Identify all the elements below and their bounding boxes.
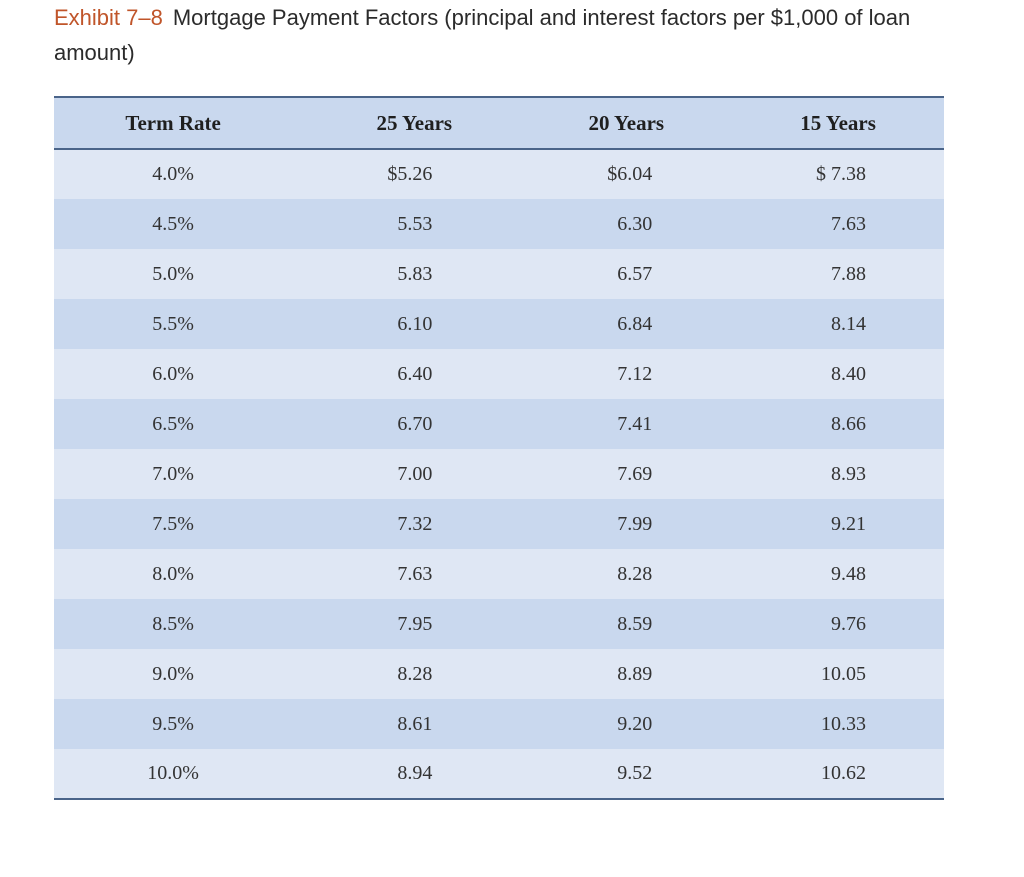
cell-25-years: $5.26 <box>387 163 433 185</box>
cell-25-years: 6.70 <box>397 412 433 435</box>
cell-20-years: 8.28 <box>617 562 653 585</box>
cell-rate: 6.5% <box>152 412 194 435</box>
cell-15-years: 9.48 <box>831 562 866 585</box>
cell-25-years: 6.10 <box>397 312 433 335</box>
exhibit-title: Mortgage Payment Factors (principal and … <box>54 5 911 65</box>
cell-15-years: 10.05 <box>821 662 866 685</box>
cell-20-years: 7.69 <box>617 462 653 485</box>
header-term-rate: Term Rate <box>125 110 221 135</box>
cell-15-years: 7.88 <box>831 262 866 285</box>
cell-25-years: 7.95 <box>397 612 433 635</box>
cell-15-years: 8.14 <box>831 312 866 335</box>
header-20-years: 20 Years <box>588 110 665 135</box>
cell-rate: 8.5% <box>152 612 194 635</box>
cell-15-years: 10.33 <box>821 712 866 735</box>
cell-25-years: 5.53 <box>397 212 433 235</box>
table-body: 4.0% $5.26 $6.04 $ 7.38 4.5% 5.53 6.30 7.63 5.0%… <box>54 149 944 799</box>
table-row: 7.0% 7.00 7.69 8.93 <box>54 449 944 499</box>
cell-15-years: 8.93 <box>831 462 866 485</box>
table-header: Term Rate 25 Years 20 Years 15 Years <box>54 97 944 149</box>
cell-rate: 5.5% <box>152 312 194 335</box>
cell-20-years: 6.57 <box>617 262 653 285</box>
cell-rate: 10.0% <box>147 762 199 784</box>
table-row: 4.0% $5.26 $6.04 $ 7.38 <box>54 149 944 199</box>
table-row: 8.0% 7.63 8.28 9.48 <box>54 549 944 599</box>
cell-rate: 7.0% <box>152 462 194 485</box>
cell-20-years: 6.30 <box>617 212 653 235</box>
cell-rate: 4.5% <box>152 212 194 235</box>
cell-15-years: 8.66 <box>831 412 866 435</box>
cell-15-years: $ 7.38 <box>816 163 866 185</box>
exhibit-label: Exhibit 7–8 <box>54 5 163 30</box>
cell-rate: 9.0% <box>152 662 194 685</box>
cell-15-years: 9.21 <box>831 512 866 535</box>
cell-20-years: 9.52 <box>617 762 653 784</box>
cell-20-years: 6.84 <box>617 312 653 335</box>
cell-rate: 6.0% <box>152 362 194 385</box>
cell-25-years: 7.63 <box>397 562 433 585</box>
header-15-years: 15 Years <box>800 110 876 135</box>
cell-25-years: 8.28 <box>397 662 433 685</box>
table-row: 10.0% 8.94 9.52 10.62 <box>54 749 944 799</box>
cell-20-years: 9.20 <box>617 712 653 735</box>
cell-25-years: 8.94 <box>397 762 433 784</box>
table-row: 9.5% 8.61 9.20 10.33 <box>54 699 944 749</box>
cell-15-years: 10.62 <box>821 762 866 784</box>
cell-20-years: 7.99 <box>617 512 653 535</box>
cell-20-years: 8.59 <box>617 612 653 635</box>
cell-15-years: 7.63 <box>831 212 866 235</box>
table-row: 4.5% 5.53 6.30 7.63 <box>54 199 944 249</box>
cell-rate: 5.0% <box>152 262 194 285</box>
cell-15-years: 8.40 <box>831 362 866 385</box>
cell-15-years: 9.76 <box>831 612 866 635</box>
exhibit-caption: Exhibit 7–8 Mortgage Payment Factors (pri… <box>54 0 954 70</box>
table-row: 6.0% 6.40 7.12 8.40 <box>54 349 944 399</box>
mortgage-factors-table-container: Term Rate 25 Years 20 Years 15 Years 4.0… <box>54 96 944 800</box>
cell-25-years: 5.83 <box>397 262 433 285</box>
cell-25-years: 7.32 <box>397 512 433 535</box>
table-row: 5.5% 6.10 6.84 8.14 <box>54 299 944 349</box>
mortgage-factors-table: Term Rate 25 Years 20 Years 15 Years 4.0… <box>54 96 944 800</box>
cell-25-years: 8.61 <box>397 712 433 735</box>
table-row: 5.0% 5.83 6.57 7.88 <box>54 249 944 299</box>
table-row: 7.5% 7.32 7.99 9.21 <box>54 499 944 549</box>
cell-rate: 8.0% <box>152 562 194 585</box>
cell-20-years: $6.04 <box>607 163 653 185</box>
cell-20-years: 7.12 <box>617 362 653 385</box>
table-row: 9.0% 8.28 8.89 10.05 <box>54 649 944 699</box>
cell-rate: 7.5% <box>152 512 194 535</box>
cell-rate: 4.0% <box>152 163 194 185</box>
cell-rate: 9.5% <box>152 712 194 735</box>
cell-25-years: 7.00 <box>397 462 433 485</box>
table-row: 6.5% 6.70 7.41 8.66 <box>54 399 944 449</box>
header-25-years: 25 Years <box>376 110 453 135</box>
cell-20-years: 8.89 <box>617 662 653 685</box>
cell-20-years: 7.41 <box>617 412 653 435</box>
table-row: 8.5% 7.95 8.59 9.76 <box>54 599 944 649</box>
header-row: Term Rate 25 Years 20 Years 15 Years <box>54 97 944 149</box>
cell-25-years: 6.40 <box>397 362 433 385</box>
